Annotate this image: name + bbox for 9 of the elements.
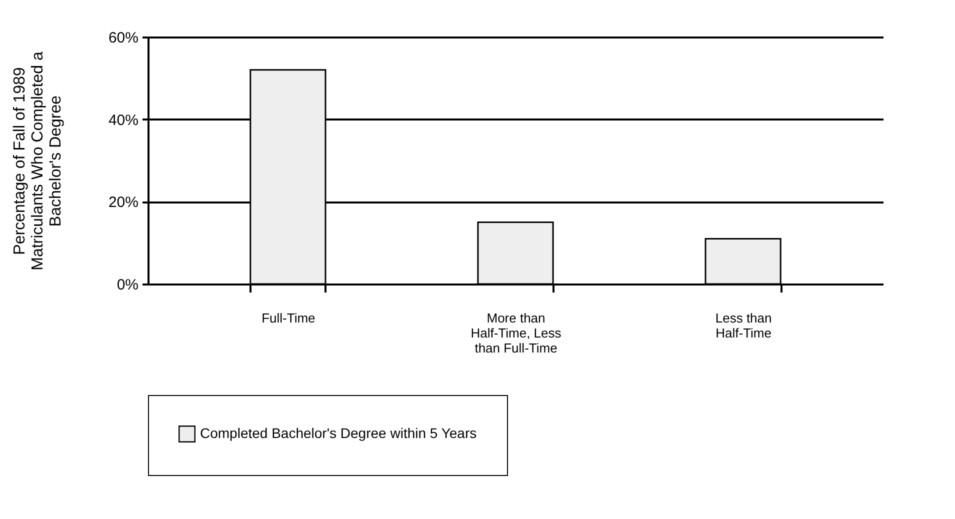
- y-tick-label: 20%: [108, 194, 138, 212]
- y-tick-label: 60%: [108, 30, 138, 46]
- y-tick-label: 40%: [108, 112, 138, 129]
- y-tick-label: 0%: [116, 276, 138, 294]
- x-tick-label: Full-Time: [262, 310, 316, 326]
- x-tick-label: Less than Half-Time: [715, 310, 772, 340]
- x-tick-label: More than Half-Time, Less than Full-Time: [470, 310, 562, 356]
- y-axis-title: Percentage of Fall of 1989 Matriculants Who Completed a Bachelor's Degree: [11, 52, 64, 270]
- legend-label: Completed Bachelor's Degree within 5 Years: [200, 425, 477, 441]
